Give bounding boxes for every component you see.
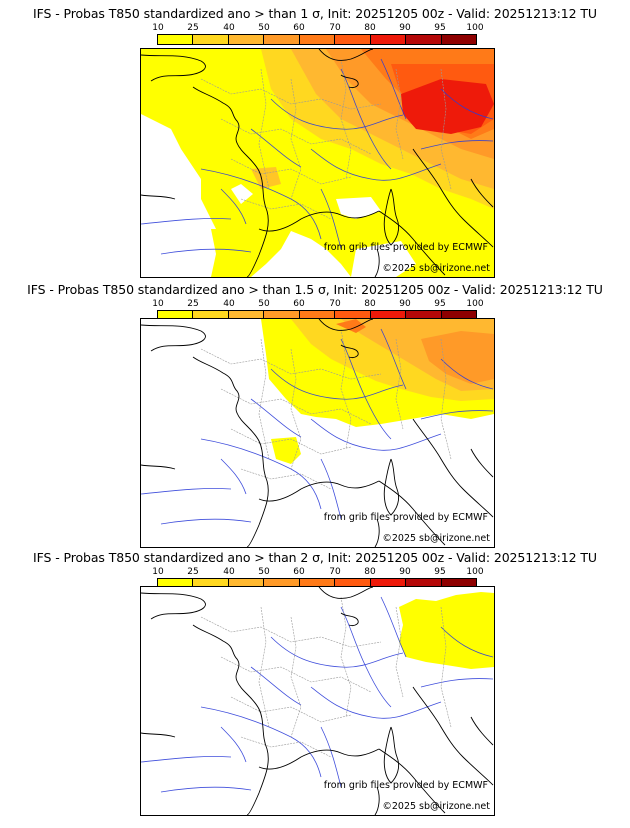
legend-swatch [228, 579, 265, 588]
legend-tick: 70 [329, 567, 341, 577]
legend-swatch [406, 579, 442, 588]
legend-colorbar [157, 34, 477, 45]
legend-swatch [370, 311, 407, 320]
legend-swatch [264, 579, 300, 588]
data-source-credit: from grib files provided by ECMWF [323, 512, 488, 523]
data-source-credit: from grib files provided by ECMWF [323, 780, 488, 791]
legend-swatch [264, 311, 300, 320]
probability-fills [141, 49, 494, 277]
legend-tick: 60 [293, 299, 305, 309]
legend-tick: 60 [293, 567, 305, 577]
legend-swatch [193, 311, 229, 320]
legend-swatch [370, 579, 407, 588]
legend-swatch [335, 311, 371, 320]
map-svg [141, 319, 494, 547]
color-legend: 10 25 40 50 60 70 80 90 95 100 [152, 15, 484, 45]
legend-tick: 25 [187, 567, 199, 577]
legend-tick: 70 [329, 299, 341, 309]
legend-tick: 50 [258, 299, 270, 309]
panel-title: IFS - Probas T850 standardized ano > tha… [27, 282, 603, 297]
legend-tick: 100 [466, 567, 484, 577]
legend-swatch [335, 35, 371, 44]
legend-tick: 95 [434, 567, 446, 577]
probability-fills [261, 319, 494, 464]
legend-swatch [158, 311, 194, 320]
legend-swatch [228, 35, 265, 44]
legend-tick: 70 [329, 23, 341, 33]
legend-swatch [158, 579, 194, 588]
legend-tick: 50 [258, 567, 270, 577]
probability-map: from grib files provided by ECMWF ©2025 … [140, 48, 495, 278]
copyright-credit: ©2025 sb@irizone.net [382, 263, 490, 274]
legend-swatch [335, 579, 371, 588]
map-svg [141, 587, 494, 815]
legend-tick: 95 [434, 299, 446, 309]
legend-swatch [228, 311, 265, 320]
legend-tick: 40 [223, 299, 235, 309]
panel-1: IFS - Probas T850 standardized ano > tha… [0, 0, 630, 278]
legend-swatch [299, 311, 336, 320]
probability-fills [399, 592, 494, 669]
legend-swatch [406, 311, 442, 320]
color-legend: 10 25 40 50 60 70 80 90 95 100 [152, 559, 484, 589]
legend-tick: 10 [152, 299, 164, 309]
legend-tick: 50 [258, 23, 270, 33]
panel-title: IFS - Probas T850 standardized ano > tha… [33, 550, 597, 565]
legend-swatch [441, 579, 476, 588]
legend-tick: 80 [364, 299, 376, 309]
panel-3: IFS - Probas T850 standardized ano > tha… [0, 544, 630, 816]
legend-colorbar [157, 578, 477, 589]
panel-title: IFS - Probas T850 standardized ano > tha… [33, 6, 597, 21]
legend-tick: 40 [223, 23, 235, 33]
legend-tick: 60 [293, 23, 305, 33]
color-legend: 10 25 40 50 60 70 80 90 95 100 [152, 291, 484, 321]
legend-swatch [193, 579, 229, 588]
legend-tick: 90 [399, 299, 411, 309]
data-source-credit: from grib files provided by ECMWF [323, 242, 488, 253]
legend-swatch [406, 35, 442, 44]
legend-swatch [299, 35, 336, 44]
legend-tick: 10 [152, 23, 164, 33]
legend-swatch [370, 35, 407, 44]
legend-tick: 80 [364, 567, 376, 577]
legend-tick: 90 [399, 567, 411, 577]
probability-map: from grib files provided by ECMWF ©2025 … [140, 586, 495, 816]
legend-tick: 95 [434, 23, 446, 33]
legend-tick: 40 [223, 567, 235, 577]
legend-swatch [441, 35, 476, 44]
legend-swatch [441, 311, 476, 320]
legend-tick: 25 [187, 299, 199, 309]
probability-map: from grib files provided by ECMWF ©2025 … [140, 318, 495, 548]
legend-swatch [299, 579, 336, 588]
legend-swatch [158, 35, 194, 44]
legend-tick: 100 [466, 299, 484, 309]
copyright-credit: ©2025 sb@irizone.net [382, 801, 490, 812]
legend-tick: 25 [187, 23, 199, 33]
legend-swatch [264, 35, 300, 44]
map-svg [141, 49, 494, 277]
legend-tick: 10 [152, 567, 164, 577]
copyright-credit: ©2025 sb@irizone.net [382, 533, 490, 544]
legend-swatch [193, 35, 229, 44]
legend-tick: 80 [364, 23, 376, 33]
panel-2: IFS - Probas T850 standardized ano > tha… [0, 276, 630, 548]
legend-tick: 100 [466, 23, 484, 33]
legend-tick: 90 [399, 23, 411, 33]
